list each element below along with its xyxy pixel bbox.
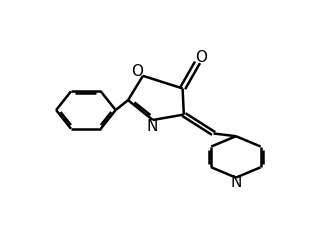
Text: O: O (195, 50, 207, 65)
Text: N: N (230, 175, 242, 190)
Text: O: O (131, 64, 143, 79)
Text: N: N (147, 119, 158, 134)
